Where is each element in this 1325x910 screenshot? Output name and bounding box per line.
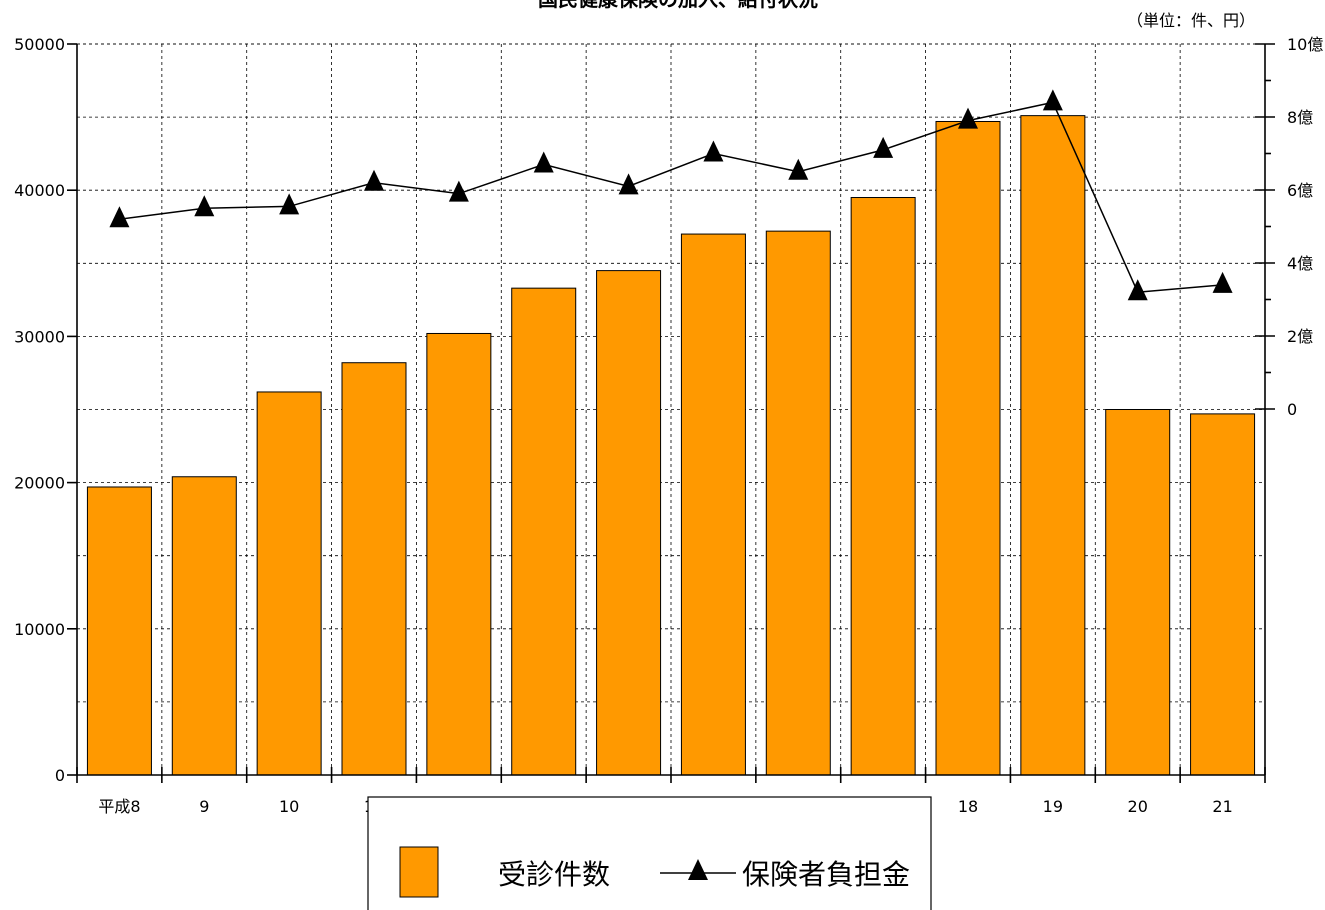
bar bbox=[171, 476, 237, 776]
chart-title: 国民健康保険の加入、給付状況 bbox=[538, 0, 818, 11]
right-tick-label: 2億 bbox=[1287, 327, 1313, 346]
left-tick-label: 20000 bbox=[14, 474, 65, 493]
line-marker bbox=[109, 206, 130, 228]
line-marker bbox=[1212, 271, 1233, 293]
series-line bbox=[119, 101, 1223, 293]
x-tick-label: 10 bbox=[279, 797, 299, 816]
legend-label-line: 保険者負担金 bbox=[742, 858, 910, 891]
x-tick-label: 18 bbox=[958, 797, 978, 816]
bar bbox=[1020, 115, 1086, 776]
line-marker bbox=[1127, 279, 1148, 301]
line-marker bbox=[958, 107, 978, 129]
x-tick-label: 21 bbox=[1212, 797, 1232, 816]
bar bbox=[935, 120, 1001, 776]
legend-swatch-marker bbox=[688, 859, 708, 880]
line-marker bbox=[703, 140, 724, 162]
line-marker bbox=[448, 180, 469, 202]
x-tick-label: 9 bbox=[199, 797, 209, 816]
unit-label: （単位：件、円） bbox=[1127, 11, 1255, 30]
legend: 受診件数 保険者負担金 bbox=[367, 796, 932, 910]
right-tick-label: 0 bbox=[1287, 400, 1297, 419]
legend-label-bar: 受診件数 bbox=[498, 858, 610, 891]
line-marker bbox=[279, 193, 300, 215]
line-marker bbox=[618, 173, 639, 195]
right-tick-label: 8億 bbox=[1287, 108, 1313, 127]
right-tick-label: 10億 bbox=[1287, 35, 1323, 54]
left-tick-label: 30000 bbox=[14, 327, 65, 346]
line-marker bbox=[533, 151, 554, 173]
line-marker bbox=[364, 169, 384, 191]
legend-swatch-bar bbox=[399, 846, 439, 898]
bar-series bbox=[86, 115, 1256, 776]
bar bbox=[86, 486, 152, 776]
x-tick-label: 20 bbox=[1128, 797, 1148, 816]
bar bbox=[850, 197, 916, 776]
bar bbox=[256, 391, 322, 776]
bar bbox=[765, 230, 831, 776]
left-tick-label: 0 bbox=[55, 766, 65, 785]
x-tick-label: 19 bbox=[1043, 797, 1063, 816]
bar bbox=[426, 332, 492, 776]
bar bbox=[511, 287, 577, 776]
x-tick-label: 平成8 bbox=[98, 797, 140, 816]
line-marker bbox=[873, 136, 894, 158]
left-tick-label: 10000 bbox=[14, 620, 65, 639]
bar bbox=[1105, 409, 1171, 776]
right-tick-label: 6億 bbox=[1287, 181, 1313, 200]
right-tick-label: 4億 bbox=[1287, 254, 1313, 273]
bar bbox=[596, 270, 662, 776]
gridlines bbox=[77, 43, 1265, 775]
bar bbox=[1190, 413, 1256, 776]
left-tick-label: 50000 bbox=[14, 35, 65, 54]
line-marker bbox=[1042, 89, 1063, 111]
bar bbox=[341, 362, 407, 776]
left-tick-label: 40000 bbox=[14, 181, 65, 200]
legend-box bbox=[367, 796, 932, 910]
bar bbox=[680, 233, 746, 776]
line-series bbox=[109, 89, 1233, 301]
line-marker bbox=[788, 158, 809, 180]
line-marker bbox=[194, 195, 215, 217]
